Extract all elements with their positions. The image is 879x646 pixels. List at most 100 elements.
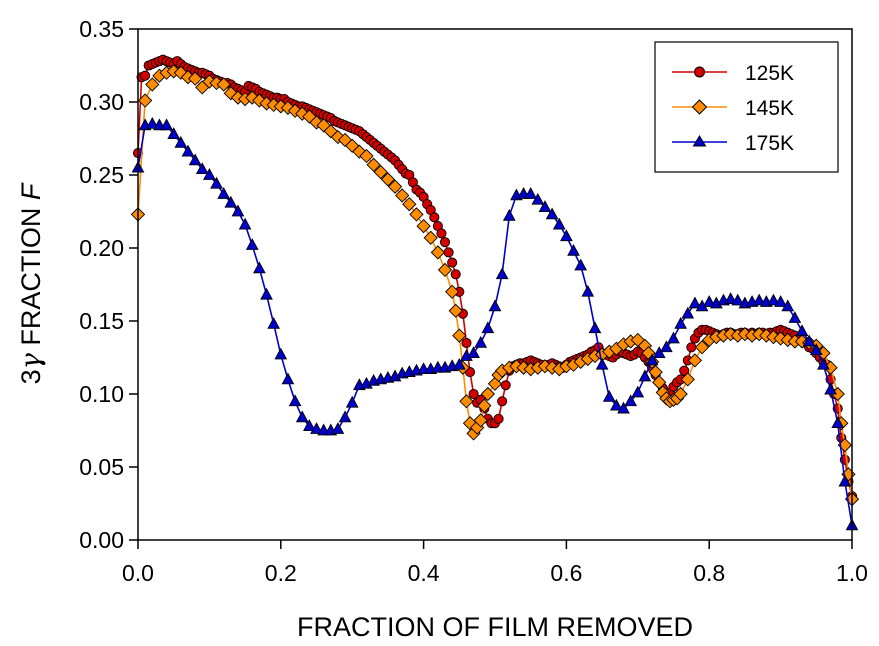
data-point (694, 340, 710, 355)
x-tick-label: 0.6 (550, 560, 582, 586)
data-point (702, 295, 716, 307)
data-point (473, 413, 488, 428)
data-point (447, 257, 458, 268)
data-point (380, 172, 396, 187)
data-point (216, 77, 231, 92)
y-tick-label: 0.15 (79, 308, 124, 334)
data-point (838, 474, 852, 487)
data-point (459, 394, 474, 409)
data-point (687, 353, 703, 368)
data-point (281, 372, 295, 385)
data-point (686, 342, 697, 353)
data-point (809, 343, 823, 356)
data-point (436, 228, 447, 239)
y-tick-label: 0.10 (79, 381, 124, 407)
data-point (638, 369, 652, 382)
data-point (667, 331, 680, 344)
data-point (253, 261, 266, 274)
y-axis-title: 3γ FRACTION F (16, 182, 47, 384)
data-point (581, 284, 595, 297)
legend-marker (694, 66, 705, 78)
data-point (187, 71, 203, 86)
legend-entry: 145K (672, 97, 794, 120)
data-point (502, 208, 516, 221)
data-point (752, 293, 766, 306)
data-point (416, 218, 431, 234)
data-point (645, 353, 659, 366)
data-point (409, 207, 424, 222)
x-tick-label: 0.4 (408, 560, 440, 586)
data-point (437, 262, 453, 278)
data-point (610, 398, 623, 411)
data-point (461, 337, 472, 348)
data-point (345, 395, 359, 408)
y-tick-label: 0.00 (79, 527, 124, 553)
data-point (395, 188, 410, 203)
data-point (774, 295, 787, 307)
data-point (493, 413, 504, 424)
legend-label: 125K (745, 62, 794, 85)
y-tick-label: 0.30 (79, 89, 124, 115)
legend-marker (692, 135, 707, 147)
series-layer (130, 54, 860, 531)
data-point (402, 197, 417, 212)
data-point (500, 380, 511, 391)
data-point (648, 364, 663, 380)
data-point (267, 316, 281, 329)
plot-frame (137, 28, 853, 541)
data-point (167, 127, 181, 139)
data-point (567, 243, 580, 256)
data-point (660, 340, 673, 353)
data-point (373, 164, 388, 180)
data-point (274, 347, 288, 360)
data-point (824, 382, 837, 395)
data-point (617, 401, 630, 414)
data-point (481, 321, 495, 334)
y-tick-labels: 0.00 0.05 0.10 0.15 0.20 0.25 0.30 0.35 (79, 16, 124, 553)
x-tick-label: 0.0 (122, 560, 154, 586)
data-point (439, 237, 451, 248)
data-point (452, 328, 467, 343)
data-point (673, 386, 688, 402)
data-point (260, 287, 273, 300)
data-point (387, 179, 403, 194)
x-tick-labels: 0.0 0.2 0.4 0.6 0.8 1.0 (122, 560, 868, 586)
data-point (448, 303, 463, 318)
data-point (552, 217, 566, 230)
data-point (188, 153, 202, 166)
x-axis-title: FRACTION OF FILM REMOVED (297, 612, 693, 642)
data-point (210, 176, 223, 189)
data-point (545, 207, 559, 220)
data-point (195, 162, 209, 175)
data-point (560, 229, 573, 242)
legend-label: 145K (745, 97, 794, 120)
data-point (652, 375, 667, 390)
data-point (295, 410, 309, 423)
data-point (480, 386, 495, 402)
data-point (497, 396, 508, 407)
y-axis-title-prefix: 3 (16, 369, 46, 384)
legend-entry: 175K (672, 132, 794, 155)
legend: 125K 145K 175K (654, 41, 839, 173)
data-point (817, 357, 830, 370)
data-point (495, 267, 509, 280)
data-point (217, 187, 231, 199)
data-point (680, 372, 695, 387)
data-point (245, 238, 259, 250)
data-point (423, 230, 438, 245)
data-point (624, 394, 638, 407)
y-tick-label: 0.05 (79, 454, 124, 480)
data-point (174, 135, 188, 148)
data-point (652, 346, 666, 358)
x-tick-label: 1.0 (836, 560, 868, 586)
data-point (468, 388, 479, 400)
y-axis-title-variable: F (16, 182, 46, 200)
legend-label: 175K (745, 132, 794, 155)
data-point (477, 398, 492, 413)
data-point (224, 195, 238, 208)
data-point (450, 269, 461, 280)
data-point (145, 116, 159, 129)
data-point (231, 204, 245, 217)
legend-entry: 125K (672, 62, 794, 85)
data-point (140, 70, 151, 81)
